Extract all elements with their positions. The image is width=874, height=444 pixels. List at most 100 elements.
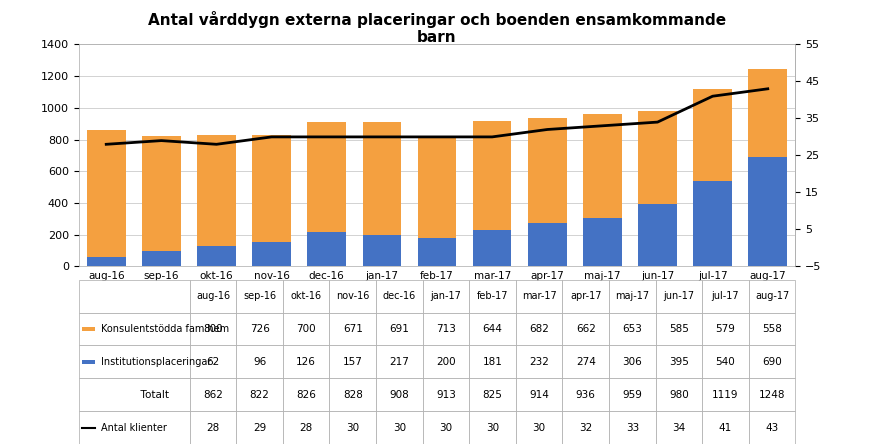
Bar <box>236 411 283 444</box>
Bar <box>363 235 401 266</box>
Bar <box>563 378 609 411</box>
Bar <box>749 378 795 411</box>
Bar <box>308 123 346 232</box>
Text: 32: 32 <box>579 423 593 432</box>
Text: 936: 936 <box>576 390 596 400</box>
Bar <box>423 313 469 345</box>
Text: 181: 181 <box>482 357 503 367</box>
Bar <box>693 181 732 266</box>
Bar <box>749 411 795 444</box>
Text: 28: 28 <box>300 423 313 432</box>
Text: jul-17: jul-17 <box>711 291 739 301</box>
Text: 691: 691 <box>390 324 409 334</box>
Bar <box>253 135 291 242</box>
Text: dec-16: dec-16 <box>383 291 416 301</box>
Bar <box>469 378 516 411</box>
Text: 126: 126 <box>296 357 316 367</box>
Text: 395: 395 <box>669 357 689 367</box>
Text: mar-17: mar-17 <box>522 291 557 301</box>
Text: 682: 682 <box>529 324 549 334</box>
Bar <box>609 313 656 345</box>
Bar <box>79 313 190 345</box>
Bar <box>79 345 190 378</box>
Bar <box>748 157 787 266</box>
Bar <box>609 411 656 444</box>
Bar <box>142 136 181 251</box>
Bar <box>473 230 511 266</box>
Text: 653: 653 <box>622 324 642 334</box>
Bar <box>528 118 566 223</box>
Text: 306: 306 <box>622 357 642 367</box>
Bar <box>363 122 401 235</box>
Bar <box>516 411 563 444</box>
Text: 800: 800 <box>204 324 223 334</box>
Text: 41: 41 <box>718 423 732 432</box>
Bar <box>516 378 563 411</box>
Text: 200: 200 <box>436 357 455 367</box>
Text: 1119: 1119 <box>712 390 739 400</box>
Bar <box>583 218 621 266</box>
Bar <box>376 378 423 411</box>
Bar <box>329 378 376 411</box>
Bar <box>283 313 329 345</box>
Bar <box>528 223 566 266</box>
Bar <box>749 345 795 378</box>
Bar <box>423 411 469 444</box>
Text: 30: 30 <box>486 423 499 432</box>
Bar <box>749 313 795 345</box>
Bar <box>198 246 236 266</box>
Text: 579: 579 <box>716 324 735 334</box>
Text: Totalt: Totalt <box>135 390 170 400</box>
Bar <box>79 411 190 444</box>
Text: 913: 913 <box>436 390 456 400</box>
Text: 29: 29 <box>253 423 267 432</box>
Bar <box>609 345 656 378</box>
Bar <box>283 378 329 411</box>
Text: 585: 585 <box>669 324 689 334</box>
Text: 959: 959 <box>622 390 642 400</box>
Text: 700: 700 <box>296 324 316 334</box>
Text: feb-17: feb-17 <box>477 291 509 301</box>
Bar <box>82 327 94 331</box>
Bar <box>79 280 190 313</box>
Bar <box>236 280 283 313</box>
Bar <box>748 68 787 157</box>
Bar <box>469 313 516 345</box>
Bar <box>563 345 609 378</box>
Text: 671: 671 <box>343 324 363 334</box>
Bar <box>87 257 126 266</box>
Bar <box>583 115 621 218</box>
Bar <box>638 204 676 266</box>
Bar <box>702 280 749 313</box>
Bar <box>283 345 329 378</box>
Text: 828: 828 <box>343 390 363 400</box>
Text: 30: 30 <box>532 423 545 432</box>
Bar <box>693 89 732 181</box>
Text: 540: 540 <box>716 357 735 367</box>
Bar <box>329 345 376 378</box>
Text: aug-17: aug-17 <box>755 291 789 301</box>
Bar <box>329 280 376 313</box>
Bar <box>516 313 563 345</box>
Bar <box>749 280 795 313</box>
Text: 644: 644 <box>482 324 503 334</box>
Bar <box>423 280 469 313</box>
Text: 33: 33 <box>626 423 639 432</box>
Bar <box>423 378 469 411</box>
Bar <box>563 313 609 345</box>
Text: 822: 822 <box>250 390 269 400</box>
Bar <box>198 135 236 246</box>
Text: 232: 232 <box>529 357 549 367</box>
Bar <box>82 360 94 364</box>
Text: apr-17: apr-17 <box>570 291 601 301</box>
Bar <box>702 378 749 411</box>
Bar <box>418 238 456 266</box>
Bar <box>656 280 702 313</box>
Text: 825: 825 <box>482 390 503 400</box>
Bar <box>418 135 456 238</box>
Bar <box>236 378 283 411</box>
Text: Antal vårddygn externa placeringar och boenden ensamkommande
barn: Antal vårddygn externa placeringar och b… <box>148 11 726 45</box>
Text: 62: 62 <box>206 357 219 367</box>
Bar <box>329 313 376 345</box>
Bar <box>79 378 190 411</box>
